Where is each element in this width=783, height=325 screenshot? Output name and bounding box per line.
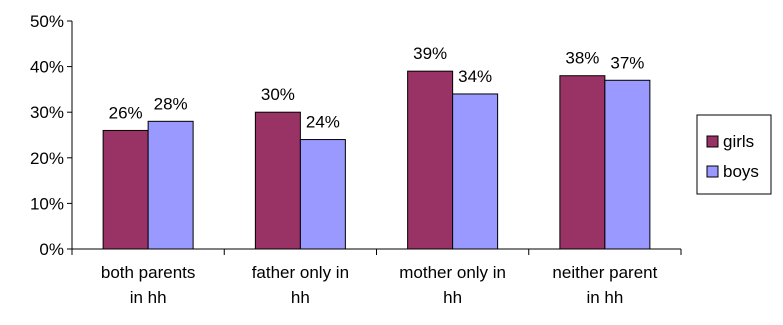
x-tick-label: neither parent: [552, 263, 657, 282]
bar-boys: [299, 139, 346, 250]
data-label-boys: 37%: [610, 53, 644, 72]
y-tick-label: 20%: [30, 149, 64, 168]
bar-girls: [559, 75, 606, 250]
legend-box: [696, 114, 772, 195]
data-label-girls: 38%: [565, 49, 599, 68]
bar-boys: [452, 93, 499, 250]
bar-boys: [147, 120, 194, 250]
bar-girls: [407, 70, 454, 250]
y-tick-label: 10%: [30, 194, 64, 213]
x-tick-label: father only in: [252, 263, 349, 282]
bar-girls: [254, 111, 301, 250]
data-label-boys: 24%: [306, 113, 340, 132]
y-tick-label: 30%: [30, 103, 64, 122]
legend-label-girls: girls: [723, 132, 754, 151]
y-tick-label: 0%: [39, 240, 64, 259]
data-label-boys: 28%: [154, 94, 188, 113]
x-tick-label: in hh: [130, 288, 167, 307]
x-tick-label: both parents: [101, 263, 196, 282]
x-tick-label: in hh: [586, 288, 623, 307]
x-tick-label: hh: [443, 288, 462, 307]
x-tick-label: mother only in: [399, 263, 506, 282]
bar-girls: [102, 129, 149, 250]
legend-swatch-girls: [706, 135, 719, 148]
x-tick-label: hh: [291, 288, 310, 307]
legend-label-boys: boys: [723, 162, 759, 181]
plot-area: 0% 10% 20% 30% 40% 50% 26% 28% both parents in hh…: [30, 12, 682, 307]
legend: girls boys: [696, 114, 772, 195]
legend-swatch-boys: [706, 165, 719, 178]
y-tick-label: 40%: [30, 58, 64, 77]
data-label-girls: 26%: [109, 103, 143, 122]
data-label-boys: 34%: [458, 67, 492, 86]
data-label-girls: 30%: [261, 85, 295, 104]
y-tick-label: 50%: [30, 12, 64, 31]
data-label-girls: 39%: [413, 44, 447, 63]
bar-boys: [604, 79, 651, 250]
